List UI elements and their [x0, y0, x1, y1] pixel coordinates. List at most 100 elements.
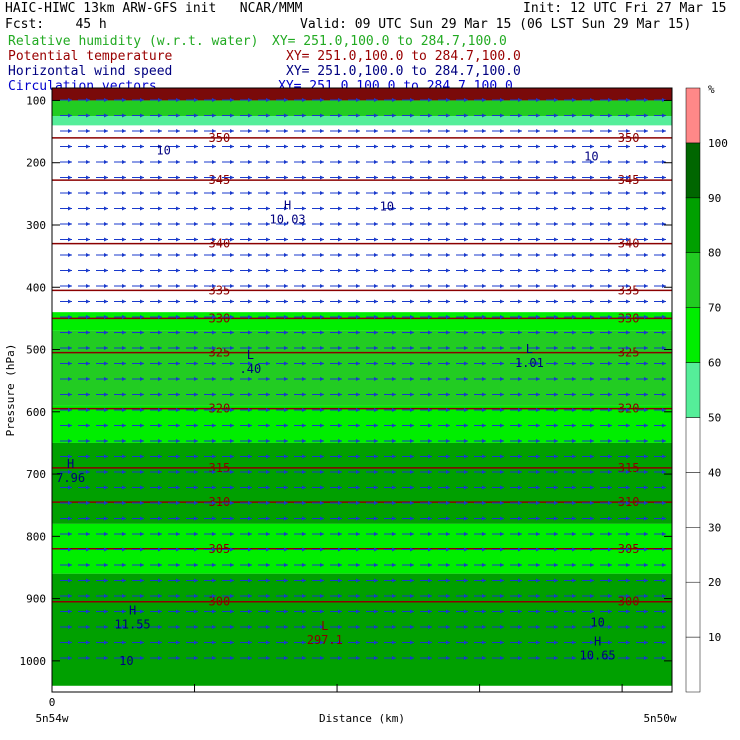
wind-vector-head [68, 423, 72, 428]
wind-vector-head [194, 578, 198, 583]
wind-vector-head [176, 206, 180, 211]
wind-vector-head [176, 113, 180, 118]
wind-vector-head [392, 501, 396, 505]
wind-vector-head [158, 485, 162, 490]
wind-vector-head [140, 237, 144, 242]
wind-vector-head [500, 129, 504, 133]
wind-vector-head [68, 454, 72, 459]
wind-vector-head [248, 470, 252, 474]
wind-vector-head [284, 656, 288, 660]
wind-vector-head [536, 578, 540, 583]
wind-vector-head [104, 253, 108, 257]
wind-vector-head [554, 516, 558, 521]
y-tick-label-100: 100 [26, 94, 46, 107]
wind-vector-head [374, 439, 378, 443]
wind-vector-head [554, 454, 558, 459]
field-theta-name: Potential temperature [8, 49, 173, 64]
wind-vector-head [482, 594, 486, 598]
wind-speed-label-4: 10 [119, 654, 133, 668]
wind-vector-head [68, 578, 72, 583]
wind-vector-head [338, 392, 342, 397]
wind-vector-head [86, 129, 90, 133]
wind-vector-head [518, 656, 522, 660]
wind-vector-head [644, 609, 648, 614]
wind-vector-head [140, 547, 144, 552]
wind-vector-head [248, 253, 252, 257]
wind-vector-head [536, 392, 540, 397]
wind-vector-head [374, 129, 378, 133]
wind-vector-head [302, 470, 306, 474]
wind-vector-head [626, 547, 630, 552]
wind-vector-head [176, 609, 180, 614]
wind-vector-head [518, 175, 522, 180]
wind-vector-head [374, 501, 378, 505]
header-title-left: HAIC-HIWC 13km ARW-GFS init NCAR/MMM [5, 1, 303, 16]
wind-vector-head [356, 237, 360, 242]
wind-vector-head [104, 315, 108, 319]
wind-vector-head [338, 175, 342, 180]
wind-vector-head [122, 284, 126, 288]
wind-vector-head [158, 578, 162, 583]
wind-vector-head [68, 299, 72, 304]
wind-vector-head [194, 532, 198, 536]
wind-vector-head [68, 175, 72, 180]
wind-vector-head [104, 299, 108, 304]
wind-vector-head [572, 346, 576, 350]
wind-vector-head [356, 330, 360, 335]
wind-vector-head [212, 160, 216, 164]
wind-vector-head [248, 98, 252, 102]
wind-vector-head [122, 175, 126, 180]
wind-vector-head [392, 268, 396, 273]
wind-vector-head [302, 423, 306, 428]
colorbar-segment-1 [685, 581, 701, 638]
wind-vector-head [212, 361, 216, 366]
wind-vector-head [572, 392, 576, 397]
wind-vector-head [482, 144, 486, 149]
wind-vector-head [158, 423, 162, 428]
wind-vector-head [590, 656, 594, 660]
wind-vector-head [662, 625, 666, 629]
wind-vector-head [176, 578, 180, 583]
wind-vector-head [464, 113, 468, 118]
wind-vector-head [284, 625, 288, 629]
wind-vector-head [302, 594, 306, 598]
colorbar-label-90: 90 [708, 192, 721, 205]
wind-vector-head [356, 532, 360, 536]
wind-vector-head [320, 470, 324, 474]
wind-vector-head [194, 113, 198, 118]
wind-vector-head [536, 594, 540, 598]
wind-vector-head [410, 98, 414, 102]
wind-vector-head [608, 191, 612, 195]
colorbar-label-30: 30 [708, 521, 721, 534]
wind-vector-head [518, 361, 522, 366]
wind-vector-head [626, 129, 630, 133]
wind-vector-head [590, 501, 594, 505]
wind-vector-head [284, 516, 288, 521]
wind-vector-head [356, 377, 360, 381]
wind-vector-head [284, 315, 288, 319]
wind-vector-head [428, 113, 432, 118]
wind-vector-head [284, 563, 288, 567]
wind-vector-head [428, 470, 432, 474]
rh-band-6 [52, 442, 672, 524]
wind-vector-head [500, 594, 504, 598]
wind-vector-head [338, 191, 342, 195]
wind-vector-head [410, 547, 414, 552]
wind-vector-head [608, 532, 612, 536]
wind-vector-head [536, 609, 540, 614]
wind-vector-head [266, 408, 270, 412]
wind-vector-head [68, 516, 72, 521]
wind-vector-head [284, 361, 288, 366]
wind-vector-head [554, 392, 558, 397]
wind-vector-head [446, 439, 450, 443]
wind-vector-head [536, 563, 540, 567]
wind-vector-head [428, 377, 432, 381]
wind-vector-head [446, 222, 450, 226]
wind-vector-head [392, 191, 396, 195]
wind-vector-head [194, 625, 198, 629]
wind-vector-head [140, 408, 144, 412]
wind-vector-head [644, 315, 648, 319]
extremum-type-6: L [321, 619, 328, 633]
theta-label-300-0: 300 [209, 595, 231, 609]
wind-vector-head [266, 144, 270, 149]
